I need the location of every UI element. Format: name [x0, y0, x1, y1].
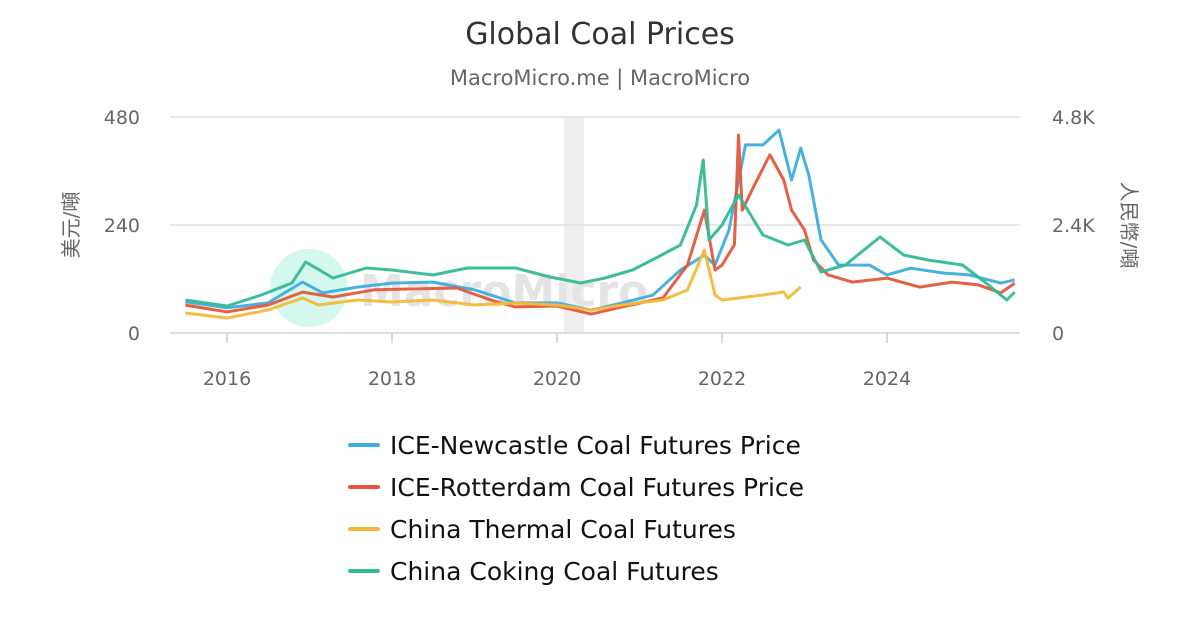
y-tick-right: 0	[1052, 323, 1064, 345]
legend-item[interactable]: ICE-Rotterdam Coal Futures Price	[348, 466, 804, 508]
y-axis-left-label: 美元/噸	[59, 192, 83, 259]
legend-item[interactable]: China Thermal Coal Futures	[348, 508, 804, 550]
x-tick-label: 2018	[368, 368, 416, 390]
series-line-2	[185, 133, 1016, 316]
watermark-logo: MacroMicro	[270, 249, 648, 327]
y-tick-right: 2.4K	[1052, 215, 1095, 237]
legend-label: ICE-Newcastle Coal Futures Price	[390, 430, 801, 460]
legend-item[interactable]: ICE-Newcastle Coal Futures Price	[348, 424, 804, 466]
y-tick-right: 4.8K	[1052, 107, 1095, 129]
x-tick-label: 2024	[863, 368, 911, 390]
legend-swatch	[348, 443, 380, 447]
chart-subtitle: MacroMicro.me | MacroMicro	[450, 66, 750, 91]
legend-item[interactable]: China Coking Coal Futures	[348, 550, 804, 592]
series-line-3	[185, 248, 802, 320]
series-line-4	[185, 158, 1016, 308]
legend-swatch	[348, 527, 380, 531]
x-tick-label: 2022	[698, 368, 746, 390]
legend-swatch	[348, 569, 380, 573]
y-tick-left: 480	[104, 107, 140, 129]
chart-title: Global Coal Prices	[465, 17, 735, 52]
legend-label: China Thermal Coal Futures	[390, 514, 736, 544]
x-tick-label: 2020	[533, 368, 581, 390]
y-tick-left: 240	[104, 215, 140, 237]
y-axis-right-label: 人民幣/噸	[1117, 182, 1141, 269]
legend-label: ICE-Rotterdam Coal Futures Price	[390, 472, 805, 502]
legend: ICE-Newcastle Coal Futures Price ICE-Rott…	[348, 424, 804, 592]
y-tick-left: 0	[128, 323, 140, 345]
legend-swatch	[348, 485, 380, 489]
legend-label: China Coking Coal Futures	[390, 556, 719, 586]
x-tick-label: 2016	[203, 368, 251, 390]
